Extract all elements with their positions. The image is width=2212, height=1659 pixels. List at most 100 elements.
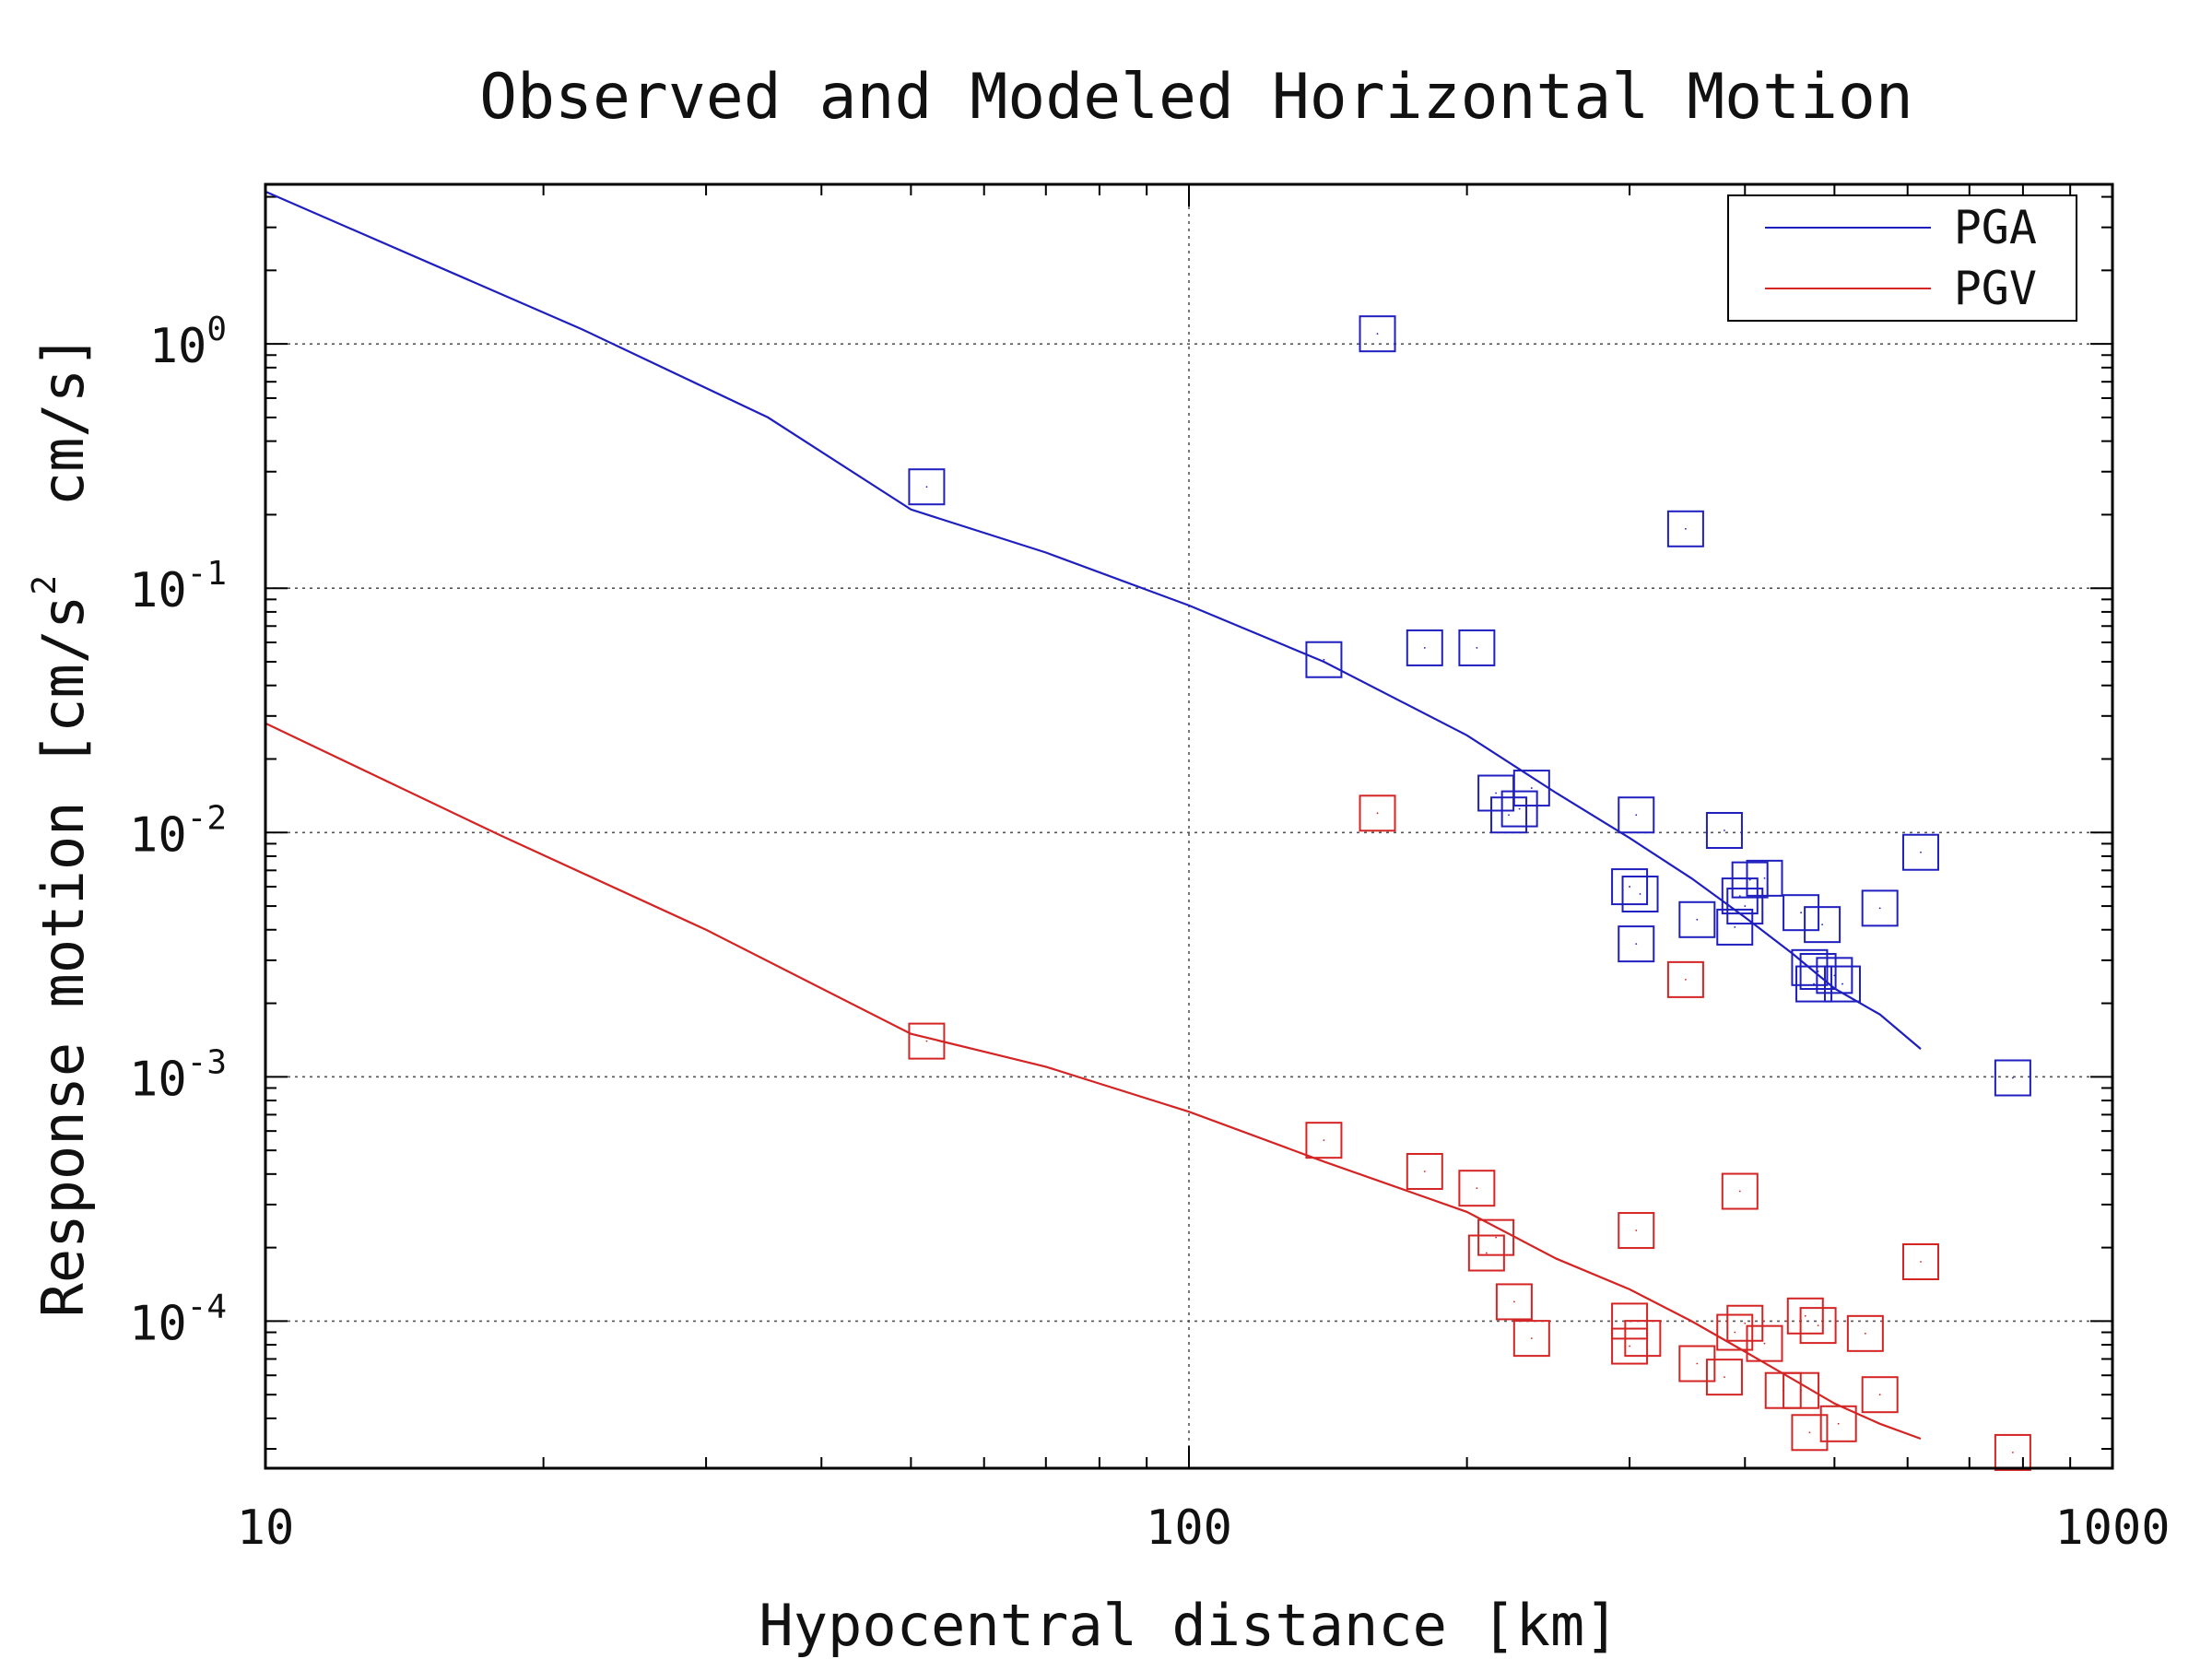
observed-point-center-pga bbox=[1518, 807, 1521, 810]
observed-point-pgv bbox=[1512, 1320, 1550, 1358]
observed-point-pgv bbox=[1495, 1283, 1533, 1321]
observed-point-pga bbox=[1458, 629, 1496, 666]
y-tick-base: 10 bbox=[129, 1052, 187, 1107]
y-tick-label: 10-2 bbox=[129, 799, 227, 863]
observed-point-center-pga bbox=[1813, 982, 1815, 985]
observed-point-center-pgv bbox=[1530, 1337, 1533, 1340]
legend-label-pga: PGA bbox=[1954, 201, 2037, 254]
observed-point-pga bbox=[1512, 770, 1550, 807]
observed-point-center-pga bbox=[1833, 974, 1836, 977]
observed-point-center-pga bbox=[1878, 907, 1881, 910]
series-layer bbox=[265, 190, 2031, 1471]
observed-point-center-pga bbox=[1508, 814, 1510, 817]
observed-point-center-pgv bbox=[1635, 1230, 1638, 1231]
observed-point-center-pga bbox=[1821, 924, 1824, 926]
y-axis-label-superscript: 2 bbox=[26, 575, 64, 595]
legend-label-pgv: PGV bbox=[1954, 262, 2037, 315]
observed-point-pga bbox=[1994, 1059, 2031, 1097]
observed-point-pgv bbox=[1359, 794, 1396, 832]
observed-point-pgv bbox=[1716, 1313, 1754, 1351]
observed-point-center-pgv bbox=[1476, 1187, 1478, 1190]
plot-frame bbox=[264, 182, 2114, 1470]
y-axis-label-suffix: cm/s] bbox=[29, 335, 97, 575]
observed-point-center-pga bbox=[1738, 895, 1741, 898]
observed-point-pga bbox=[1705, 811, 1743, 849]
grid bbox=[265, 184, 2112, 1468]
observed-point-center-pgv bbox=[1738, 1190, 1741, 1193]
y-axis-label-prefix: Response motion [cm/s bbox=[29, 595, 97, 1318]
observed-point-pgv bbox=[1819, 1405, 1857, 1442]
observed-point-pgv bbox=[1467, 1234, 1505, 1272]
y-tick-label: 10-4 bbox=[129, 1288, 227, 1351]
observed-point-center-pgv bbox=[1684, 978, 1687, 981]
observed-point-pgv bbox=[1305, 1122, 1343, 1159]
observed-point-center-pga bbox=[1323, 658, 1325, 661]
observed-point-pga bbox=[1611, 868, 1649, 906]
observed-point-center-pgv bbox=[1495, 1236, 1498, 1239]
observed-point-center-pgv bbox=[1629, 1345, 1630, 1347]
observed-point-pga bbox=[1783, 894, 1820, 932]
observed-point-center-pgv bbox=[1376, 812, 1379, 815]
observed-point-pga bbox=[1804, 906, 1841, 944]
observed-point-pgv bbox=[1611, 1327, 1649, 1365]
observed-point-pga bbox=[1359, 315, 1396, 353]
observed-point-pga bbox=[1618, 925, 1655, 963]
observed-point-pga bbox=[1716, 908, 1754, 946]
observed-point-pgv bbox=[1458, 1170, 1496, 1207]
y-tick-label: 10-3 bbox=[129, 1043, 227, 1107]
observed-point-pga bbox=[1621, 876, 1659, 913]
observed-point-center-pgv bbox=[1423, 1171, 1426, 1172]
x-tick-label: 100 bbox=[1146, 1500, 1232, 1556]
y-tick-exponent: -3 bbox=[187, 1043, 227, 1081]
observed-point-center-pga bbox=[1376, 333, 1379, 335]
observed-point-pgv bbox=[1618, 1212, 1655, 1250]
y-axis-label: Response motion [cm/s2 cm/s] bbox=[26, 335, 97, 1318]
observed-point-pga bbox=[1901, 833, 1939, 871]
y-tick-label: 10-1 bbox=[129, 555, 227, 618]
observed-point-pgv bbox=[1477, 1218, 1515, 1256]
observed-point-pga bbox=[1490, 796, 1528, 834]
observed-point-center-pga bbox=[1734, 926, 1736, 928]
observed-point-center-pga bbox=[1476, 647, 1478, 649]
observed-point-center-pga bbox=[1841, 982, 1843, 985]
observed-point-pgv bbox=[1861, 1376, 1899, 1414]
x-tick-label: 10 bbox=[237, 1500, 295, 1556]
observed-point-center-pga bbox=[1635, 943, 1638, 946]
observed-point-center-pgv bbox=[925, 1040, 928, 1042]
observed-point-center-pgv bbox=[1734, 1331, 1736, 1334]
chart-title: Observed and Modeled Horizontal Motion bbox=[479, 61, 1913, 134]
observed-point-pga bbox=[1726, 888, 1764, 925]
observed-point-center-pgv bbox=[1485, 1252, 1488, 1254]
observed-point-pgv bbox=[1901, 1242, 1939, 1280]
observed-point-center-pgv bbox=[1696, 1362, 1699, 1365]
observed-point-pgv bbox=[1783, 1371, 1820, 1409]
observed-point-pgv bbox=[1666, 960, 1704, 998]
observed-point-center-pga bbox=[1423, 647, 1426, 649]
observed-point-pga bbox=[1666, 510, 1704, 547]
observed-point-center-pgv bbox=[1724, 1376, 1725, 1379]
x-tick-labels: 10 100 1000 bbox=[237, 1500, 2171, 1556]
observed-point-center-pgv bbox=[1512, 1300, 1515, 1303]
observed-point-pgv bbox=[1791, 1414, 1829, 1452]
y-tick-base: 10 bbox=[129, 1296, 187, 1351]
observed-point-pgv bbox=[1786, 1297, 1824, 1335]
observed-point-center-pga bbox=[1800, 912, 1802, 914]
y-tick-exponent: 0 bbox=[206, 311, 227, 348]
observed-point-center-pga bbox=[925, 486, 928, 488]
observed-point-pga bbox=[1678, 900, 1716, 938]
observed-point-center-pga bbox=[1724, 830, 1725, 831]
observed-point-center-pga bbox=[1530, 787, 1533, 789]
model-line-pgv bbox=[265, 722, 1922, 1441]
observed-point-pga bbox=[1305, 641, 1343, 678]
observed-point-pga bbox=[1746, 859, 1783, 897]
observed-point-center-pgv bbox=[1920, 1261, 1922, 1263]
observed-point-center-pgv bbox=[1878, 1394, 1881, 1396]
observed-point-pga bbox=[1823, 965, 1861, 1003]
y-tick-base: 10 bbox=[129, 807, 187, 863]
observed-point-center-pgv bbox=[1804, 1314, 1806, 1317]
observed-point-pgv bbox=[1705, 1359, 1743, 1396]
observed-point-center-pgv bbox=[1808, 1431, 1811, 1434]
observed-point-center-pgv bbox=[1800, 1389, 1802, 1392]
